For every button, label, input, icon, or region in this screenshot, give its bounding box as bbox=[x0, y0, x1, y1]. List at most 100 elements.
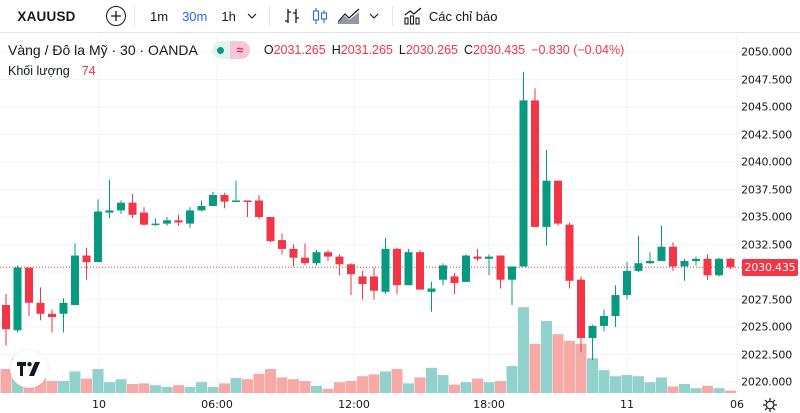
candlestick-chart[interactable] bbox=[0, 34, 742, 395]
volume-bar bbox=[690, 388, 702, 393]
volume-bar bbox=[598, 370, 610, 393]
candle-body[interactable] bbox=[59, 302, 68, 314]
candle-body[interactable] bbox=[358, 276, 367, 285]
candle-body[interactable] bbox=[209, 195, 217, 206]
interval-30m[interactable]: 30m bbox=[182, 8, 208, 24]
candle-body[interactable] bbox=[577, 279, 585, 338]
candle-body[interactable] bbox=[508, 266, 516, 280]
volume-legend: Khối lượng 74 bbox=[8, 64, 96, 78]
candle-body[interactable] bbox=[347, 264, 355, 275]
volume-bar bbox=[81, 378, 92, 393]
candle-body[interactable] bbox=[669, 246, 677, 267]
candle-body[interactable] bbox=[243, 200, 252, 203]
market-open-badge[interactable] bbox=[211, 41, 230, 59]
candle-body[interactable] bbox=[623, 270, 631, 296]
candle-body[interactable] bbox=[416, 252, 424, 290]
candle-body[interactable] bbox=[48, 313, 56, 318]
candle-body[interactable] bbox=[370, 276, 378, 291]
candle-body[interactable] bbox=[232, 200, 240, 203]
candle-body[interactable] bbox=[117, 202, 125, 211]
candle-body[interactable] bbox=[220, 195, 229, 202]
candle-body[interactable] bbox=[312, 252, 321, 264]
candle-body[interactable] bbox=[197, 206, 206, 211]
candle-body[interactable] bbox=[128, 202, 137, 215]
candle-body[interactable] bbox=[485, 256, 493, 259]
candle-body[interactable] bbox=[439, 265, 447, 280]
candle-body[interactable] bbox=[36, 302, 45, 314]
candle-body[interactable] bbox=[105, 210, 114, 213]
candle-body[interactable] bbox=[657, 246, 666, 261]
chart-pane[interactable] bbox=[0, 34, 742, 395]
candle-body[interactable] bbox=[71, 255, 79, 306]
gear-icon bbox=[763, 398, 777, 412]
volume-bar bbox=[230, 378, 242, 393]
candle-body[interactable] bbox=[151, 223, 160, 226]
area-chart-type-button[interactable] bbox=[334, 7, 364, 25]
candle-body[interactable] bbox=[646, 261, 654, 264]
candle-body[interactable] bbox=[13, 267, 22, 331]
candle-body[interactable] bbox=[174, 220, 183, 223]
candle-body[interactable] bbox=[634, 263, 643, 271]
data-delayed-badge[interactable]: ≈ bbox=[229, 41, 250, 59]
volume-bar bbox=[46, 381, 58, 393]
volume-bar bbox=[679, 384, 690, 393]
candle-body[interactable] bbox=[301, 257, 309, 264]
interval-1m[interactable]: 1m bbox=[150, 8, 169, 24]
symbol-search-button[interactable]: XAUUSD bbox=[17, 8, 76, 24]
bar-chart-type-button[interactable] bbox=[278, 7, 306, 25]
candle-body[interactable] bbox=[266, 217, 275, 242]
candle-body[interactable] bbox=[588, 325, 597, 338]
volume-bar bbox=[173, 385, 184, 393]
price-axis[interactable]: 2050.000 2047.500 2045.000 2042.500 2040.000… bbox=[741, 34, 800, 395]
candle-body[interactable] bbox=[255, 200, 263, 218]
candle-body[interactable] bbox=[554, 180, 562, 224]
candle-body[interactable] bbox=[462, 255, 470, 282]
candle-body[interactable] bbox=[542, 180, 551, 227]
candle-body[interactable] bbox=[496, 255, 505, 280]
candle-body[interactable] bbox=[324, 252, 332, 257]
volume-label[interactable]: Khối lượng bbox=[8, 64, 70, 78]
time-axis[interactable]: 10 06:00 12:00 18:00 11 06 bbox=[0, 395, 744, 413]
candle-body[interactable] bbox=[140, 212, 148, 225]
tradingview-logo-icon bbox=[17, 362, 40, 376]
candle-body[interactable] bbox=[82, 255, 91, 263]
compare-symbol-button[interactable] bbox=[106, 6, 126, 26]
market-open-dot-icon bbox=[217, 46, 225, 54]
candle-body[interactable] bbox=[692, 258, 700, 261]
candle-body[interactable] bbox=[404, 252, 413, 286]
candle-body[interactable] bbox=[473, 256, 482, 259]
candle-body[interactable] bbox=[565, 224, 574, 281]
candle-body[interactable] bbox=[381, 248, 390, 292]
candle-body[interactable] bbox=[519, 100, 528, 267]
candle-body[interactable] bbox=[726, 258, 735, 268]
chart-settings-button[interactable] bbox=[762, 397, 778, 413]
candle-body[interactable] bbox=[611, 295, 620, 316]
candle-body[interactable] bbox=[289, 248, 298, 258]
candle-body[interactable] bbox=[94, 211, 102, 263]
interval-dropdown-button[interactable] bbox=[243, 13, 261, 19]
volume-bar bbox=[345, 381, 357, 393]
candle-body[interactable] bbox=[715, 258, 723, 276]
symbol-title[interactable]: Vàng / Đô la Mỹ · 30 · OANDA bbox=[8, 42, 198, 58]
candle-body[interactable] bbox=[450, 276, 459, 283]
top-toolbar: XAUUSD 1m 30m 1h bbox=[0, 0, 800, 33]
candle-body[interactable] bbox=[163, 220, 171, 224]
candle-body[interactable] bbox=[278, 240, 286, 249]
candle-body[interactable] bbox=[335, 256, 344, 265]
candlestick-chart-type-button[interactable] bbox=[306, 7, 334, 25]
tradingview-logo[interactable] bbox=[10, 350, 48, 388]
candle-body[interactable] bbox=[2, 305, 10, 330]
candle-body[interactable] bbox=[703, 258, 712, 276]
volume-bar bbox=[161, 387, 173, 393]
interval-1h[interactable]: 1h bbox=[221, 8, 236, 24]
candle-body[interactable] bbox=[393, 248, 401, 286]
indicators-button[interactable]: Các chỉ báo bbox=[403, 7, 497, 25]
candle-body[interactable] bbox=[427, 288, 436, 292]
candle-body[interactable] bbox=[680, 261, 689, 267]
candle-body[interactable] bbox=[186, 210, 194, 224]
chart-type-dropdown-button[interactable] bbox=[364, 13, 384, 19]
candle-body[interactable] bbox=[600, 316, 608, 326]
candle-body[interactable] bbox=[531, 100, 539, 227]
volume-bar bbox=[564, 340, 575, 393]
candle-body[interactable] bbox=[25, 267, 33, 303]
